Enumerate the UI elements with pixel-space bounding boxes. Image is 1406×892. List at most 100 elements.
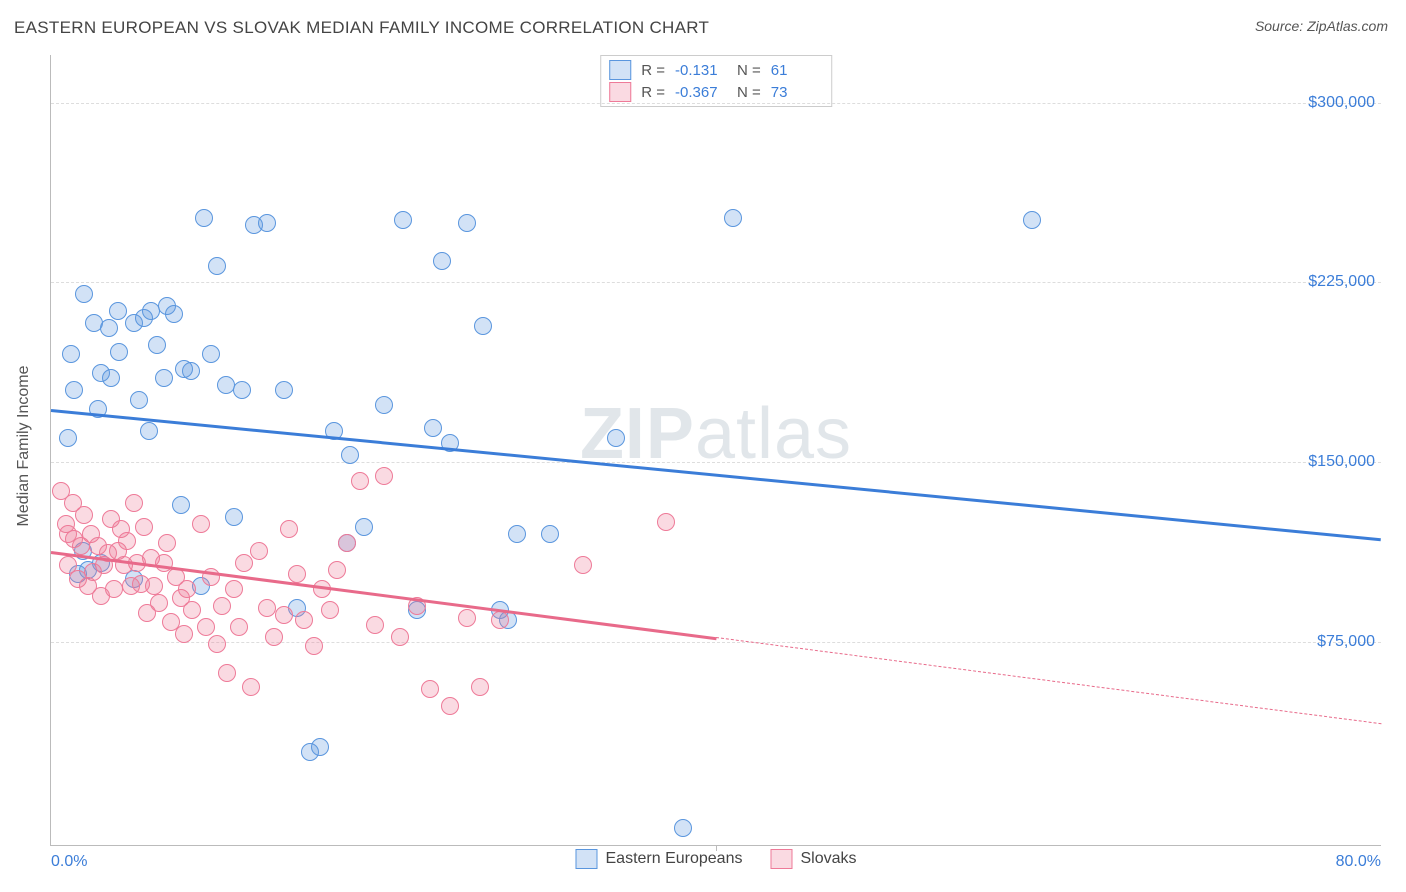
data-point [208,257,226,275]
legend-item-1: Slovaks [770,849,856,869]
data-point [110,343,128,361]
data-point [175,625,193,643]
bottom-legend: Eastern Europeans Slovaks [575,849,856,869]
data-point [574,556,592,574]
y-axis-label: Median Family Income [15,366,33,527]
data-point [75,506,93,524]
data-point [280,520,298,538]
data-point [341,446,359,464]
legend-label-0: Eastern Europeans [605,850,742,868]
stat-n-value-1: 73 [771,84,823,101]
legend-swatch-1 [770,849,792,869]
data-point [366,616,384,634]
data-point [375,467,393,485]
stat-r-value-1: -0.367 [675,84,727,101]
data-point [351,472,369,490]
data-point [172,496,190,514]
data-point [208,635,226,653]
plot-area: ZIPatlas R = -0.131 N = 61 R = -0.367 N … [50,55,1381,846]
data-point [541,525,559,543]
data-point [311,738,329,756]
data-point [100,319,118,337]
data-point [118,532,136,550]
data-point [192,515,210,533]
y-tick-label: $150,000 [1308,453,1375,471]
data-point [230,618,248,636]
chart-container: EASTERN EUROPEAN VS SLOVAK MEDIAN FAMILY… [0,0,1406,892]
data-point [218,664,236,682]
gridline [51,462,1381,463]
y-tick-label: $75,000 [1317,633,1375,651]
data-point [491,611,509,629]
stat-r-label: R = [641,84,665,101]
data-point [75,285,93,303]
data-point [130,391,148,409]
data-point [328,561,346,579]
data-point [142,302,160,320]
data-point [178,580,196,598]
data-point [155,369,173,387]
x-min-label: 0.0% [51,853,87,871]
x-max-label: 80.0% [1336,853,1381,871]
stat-n-label: N = [737,84,761,101]
data-point [182,362,200,380]
data-point [135,518,153,536]
data-point [424,419,442,437]
data-point [183,601,201,619]
data-point [391,628,409,646]
data-point [145,577,163,595]
data-point [165,305,183,323]
y-tick-label: $225,000 [1308,273,1375,291]
data-point [275,606,293,624]
data-point [421,680,439,698]
data-point [288,565,306,583]
trend-line [716,637,1381,724]
data-point [62,345,80,363]
data-point [140,422,158,440]
data-point [233,381,251,399]
trend-line [51,409,1381,541]
data-point [59,429,77,447]
legend-item-0: Eastern Europeans [575,849,742,869]
data-point [195,209,213,227]
data-point [109,302,127,320]
data-point [125,494,143,512]
legend-label-1: Slovaks [800,850,856,868]
data-point [225,580,243,598]
data-point [441,697,459,715]
stat-r-label: R = [641,62,665,79]
data-point [197,618,215,636]
data-point [213,597,231,615]
data-point [217,376,235,394]
stat-r-value-0: -0.131 [675,62,727,79]
data-point [508,525,526,543]
y-tick-label: $300,000 [1308,94,1375,112]
data-point [1023,211,1041,229]
data-point [258,599,276,617]
data-point [474,317,492,335]
swatch-series-0 [609,60,631,80]
data-point [295,611,313,629]
data-point [458,609,476,627]
data-point [242,678,260,696]
data-point [105,580,123,598]
data-point [338,534,356,552]
data-point [724,209,742,227]
data-point [394,211,412,229]
data-point [258,214,276,232]
swatch-series-1 [609,82,631,102]
stats-row-series-1: R = -0.367 N = 73 [609,81,823,103]
stat-n-label: N = [737,62,761,79]
data-point [265,628,283,646]
data-point [607,429,625,447]
stat-n-value-0: 61 [771,62,823,79]
data-point [148,336,166,354]
data-point [150,594,168,612]
gridline [51,642,1381,643]
data-point [202,345,220,363]
data-point [305,637,323,655]
data-point [657,513,675,531]
data-point [158,534,176,552]
legend-swatch-0 [575,849,597,869]
data-point [375,396,393,414]
